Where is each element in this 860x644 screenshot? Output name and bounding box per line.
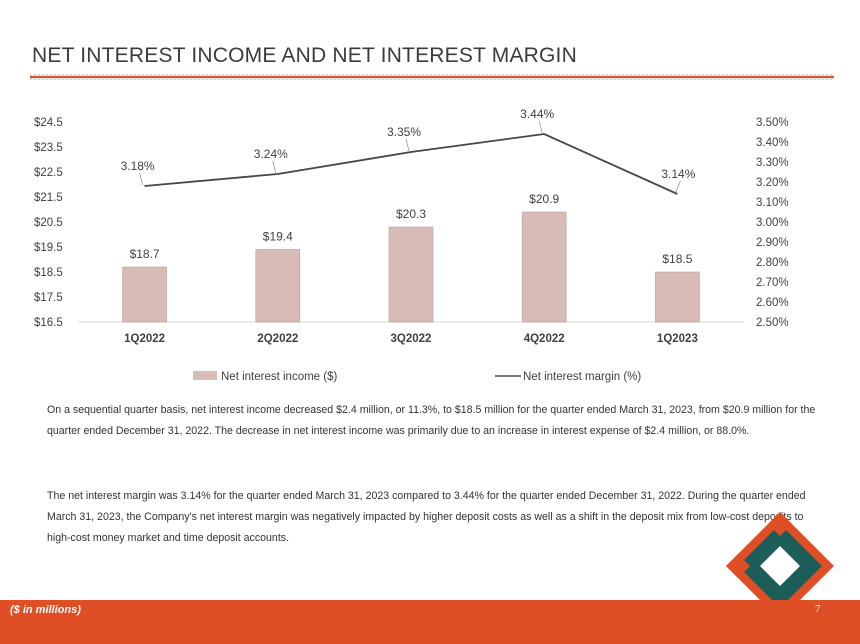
footer-bar [0, 600, 860, 644]
right-axis-tick-label: 2.50% [756, 317, 789, 329]
right-axis-tick-label: 2.70% [756, 277, 789, 289]
category-labels: 1Q2022 2Q2022 3Q2022 4Q2022 1Q2023 [124, 333, 698, 345]
left-axis-tick-label: $17.5 [34, 292, 63, 304]
bar-4Q2022 [521, 211, 567, 323]
line-label-leader [139, 172, 143, 186]
bar-series [122, 211, 700, 323]
legend-swatch-bar [193, 371, 217, 380]
line-data-label: 3.14% [661, 167, 695, 181]
line-data-label: 3.44% [520, 107, 554, 121]
category-label: 4Q2022 [524, 333, 565, 345]
left-axis-ticks: $16.5 $17.5 $18.5 $19.5 $20.5 $21.5 $22.5 $23.5… [34, 117, 63, 329]
company-logo [726, 512, 834, 620]
bar-1Q2022 [122, 266, 167, 323]
chart-legend: Net interest income ($) Net interest marg… [193, 371, 641, 383]
right-axis-tick-label: 2.90% [756, 237, 789, 249]
left-axis-tick-label: $21.5 [34, 192, 63, 204]
line-label-leader [538, 120, 543, 134]
legend-label-net-interest-income: Net interest income ($) [221, 371, 337, 383]
right-axis-tick-label: 3.20% [756, 177, 789, 189]
bar-1Q2023 [655, 271, 700, 323]
left-axis-tick-label: $24.5 [34, 117, 63, 129]
title-divider [30, 74, 834, 80]
line-data-label: 3.35% [387, 125, 421, 139]
page-title: NET INTEREST INCOME AND NET INTEREST MAR… [32, 44, 577, 67]
line-data-label: 3.24% [254, 147, 288, 161]
line-series: 3.18% 3.24% 3.35% 3.44% 3.14% [121, 107, 696, 195]
left-axis-tick-label: $22.5 [34, 167, 63, 179]
left-axis-tick-label: $20.5 [34, 217, 63, 229]
bar-3Q2022 [388, 226, 434, 323]
footnote: ($ in millions) [10, 604, 81, 616]
line-label-leader [675, 180, 681, 194]
combo-chart: $16.5 $17.5 $18.5 $19.5 $20.5 $21.5 $22.5 $23.5… [34, 107, 789, 383]
commentary-paragraph-1: On a sequential quarter basis, net inter… [47, 404, 816, 437]
line-label-leader [405, 138, 410, 152]
right-axis-tick-label: 3.50% [756, 117, 789, 129]
right-axis-ticks: 2.50% 2.60% 2.70% 2.80% 2.90% 3.00% 3.10% 3.20%… [756, 117, 789, 329]
category-label: 1Q2022 [124, 333, 165, 345]
right-axis-tick-label: 2.60% [756, 297, 789, 309]
commentary-paragraph-2: The net interest margin was 3.14% for th… [47, 490, 806, 544]
bar-data-label: $18.7 [130, 247, 160, 261]
category-label: 3Q2022 [391, 333, 432, 345]
bar-data-label: $18.5 [662, 252, 692, 266]
left-axis-tick-label: $16.5 [34, 317, 63, 329]
right-axis-tick-label: 3.00% [756, 217, 789, 229]
left-axis-tick-label: $18.5 [34, 267, 63, 279]
page-number: 7 [815, 603, 821, 615]
category-label: 2Q2022 [257, 333, 298, 345]
category-label: 1Q2023 [657, 333, 698, 345]
net-interest-margin-line [144, 133, 678, 195]
right-axis-tick-label: 2.80% [756, 257, 789, 269]
right-axis-tick-label: 3.40% [756, 137, 789, 149]
bar-data-label: $20.3 [396, 207, 426, 221]
left-axis-tick-label: $19.5 [34, 242, 63, 254]
bar-2Q2022 [255, 249, 301, 323]
legend-label-net-interest-margin: Net interest margin (%) [523, 371, 641, 383]
right-axis-tick-label: 3.10% [756, 197, 789, 209]
bar-data-label: $19.4 [263, 230, 293, 244]
line-label-leader [272, 160, 277, 174]
bar-data-labels: $18.7 $19.4 $20.3 $20.9 $18.5 [130, 192, 693, 266]
line-data-label: 3.18% [121, 159, 155, 173]
left-axis-tick-label: $23.5 [34, 142, 63, 154]
right-axis-tick-label: 3.30% [756, 157, 789, 169]
bar-data-label: $20.9 [529, 192, 559, 206]
